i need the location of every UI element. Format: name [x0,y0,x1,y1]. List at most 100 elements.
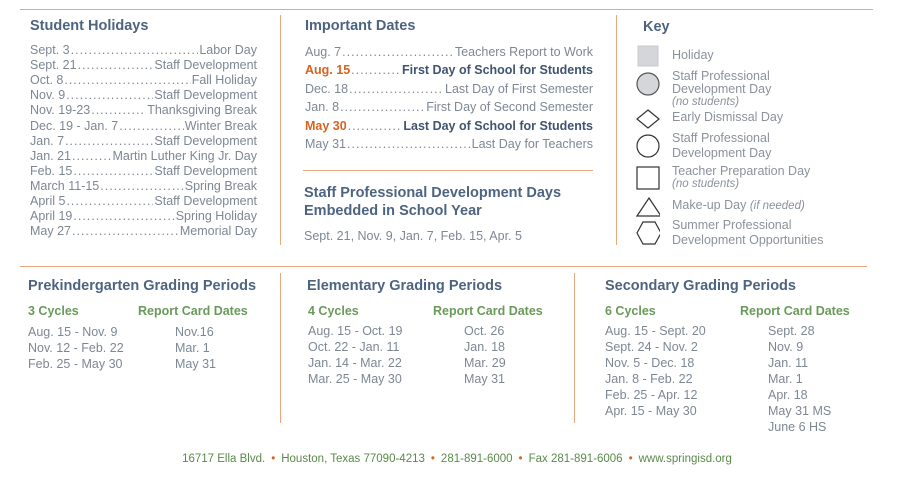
row-date: Jan. 21 [30,148,72,163]
prek-rc-header: Report Card Dates [138,304,248,318]
divider-top-1 [280,15,281,245]
key-teacher-prep: Teacher Preparation Day (no students) [636,165,810,191]
square-icon [636,166,660,190]
sec-period: Apr. 15 - May 30 [605,404,697,418]
date-row: Jan. 21 Martin Luther King Jr. Day [30,149,257,163]
triangle-icon [636,195,660,219]
bullet-icon: • [518,453,523,465]
row-date: April 5 [30,194,66,208]
key-teacher-prep-label: Teacher Preparation Day [672,164,811,178]
key-staff-dev-sub: (no students) [672,96,740,108]
key-staff-dev-no-students: Staff Professional Development Day (no s… [636,70,771,109]
row-event: Winter Break [184,118,257,133]
dot-leader [351,63,401,77]
dot-leader [348,119,403,133]
gray-circle-icon [636,72,660,96]
sec-report-date: Sept. 28 [768,324,815,338]
row-date: Jan. 8 [305,100,340,115]
embedded-title-line2: Embedded in School Year [304,203,482,219]
key-early-dismissal: Early Dismissal Day [636,107,783,131]
sec-period: Feb. 25 - Apr. 12 [605,388,698,402]
row-event: First Day of School for Students [402,63,593,78]
elem-period: Jan. 14 - Mar. 22 [308,356,402,370]
divider-bottom-2 [574,273,575,423]
important-dates-title: Important Dates [305,18,416,34]
bullet-icon: • [430,453,435,465]
row-date: Dec. 19 - Jan. 7 [30,118,119,133]
diamond-icon [636,107,660,131]
key-early-dismissal-label: Early Dismissal Day [672,110,784,124]
sec-title: Secondary Grading Periods [605,278,796,294]
date-row: Aug. 7 Teachers Report to Work [305,45,593,59]
prek-period: Feb. 25 - May 30 [28,357,123,371]
gray-square-icon [636,44,660,68]
date-row: Sept. 3 Labor Day [30,43,257,57]
row-event: Last Day of First Semester [445,81,593,96]
elem-report-date: Jan. 18 [464,340,506,354]
footer-website[interactable]: www.springisd.org [638,453,732,465]
dot-leader [65,134,153,148]
sec-cycles: 6 Cycles [605,304,656,318]
row-event: Spring Break [184,178,257,193]
date-row: April 19 Spring Holiday [30,209,257,223]
elem-report-date: Mar. 29 [464,356,506,370]
divider-top-2 [616,15,617,245]
date-row: May 31 Last Day for Teachers [305,137,593,151]
circle-icon [636,134,660,158]
sec-period: Jan. 8 - Feb. 22 [605,372,693,386]
footer-phone: 281-891-6000 [440,453,513,465]
row-event: Thanksgiving Break [147,103,257,118]
date-row: March 11-15 Spring Break [30,179,257,193]
date-row: Feb. 15 Staff Development [30,164,257,178]
row-date: April 19 [30,209,73,224]
row-event: Spring Holiday [175,209,257,224]
dot-leader [347,137,471,151]
prek-period: Nov. 12 - Feb. 22 [28,341,124,355]
sec-period: Aug. 15 - Sept. 20 [605,324,706,338]
prek-period: Aug. 15 - Nov. 9 [28,325,118,339]
row-event: Teachers Report to Work [454,45,593,59]
row-event: Staff Development [154,58,257,73]
elem-cycles: 4 Cycles [308,304,359,318]
sec-report-date: Apr. 18 [768,388,808,402]
dot-leader [91,103,146,117]
dot-leader [342,45,454,59]
row-date: Sept. 21 [30,58,77,73]
student-holidays-title: Student Holidays [30,18,149,34]
date-row: Jan. 8 First Day of Second Semester [305,100,593,114]
key-holiday-label: Holiday [672,48,714,62]
footer-address: 16717 Ella Blvd. [182,453,266,465]
row-date: March 11-15 [30,178,100,193]
top-rule [20,9,873,10]
important-rule [303,170,593,171]
dot-leader [72,149,111,163]
row-event: Staff Development [154,163,257,178]
hexagon-icon [636,221,660,245]
footer-fax: Fax 281-891-6006 [528,453,623,465]
row-event: Staff Development [154,88,257,103]
prek-report-date: May 31 [175,357,216,371]
row-event: Last Day of School for Students [403,118,593,133]
sec-report-date: Nov. 9 [768,340,804,354]
elem-title: Elementary Grading Periods [307,278,503,294]
elem-period: Aug. 15 - Oct. 19 [308,324,403,338]
dot-leader [78,58,154,72]
sec-rc-header: Report Card Dates [740,304,850,318]
elem-period: Mar. 25 - May 30 [308,372,402,386]
elem-report-date: May 31 [464,372,505,386]
date-row: Jan. 7 Staff Development [30,134,257,148]
key-makeup-day: Make-up Day (if needed) [636,195,805,219]
key-holiday: Holiday [636,44,714,68]
embedded-dates: Sept. 21, Nov. 9, Jan. 7, Feb. 15, Apr. … [304,229,522,243]
row-date: May 30 [305,118,347,133]
key-staff-dev2-line2: Development Day [672,146,772,160]
prek-cycles: 3 Cycles [28,304,79,318]
elem-period: Oct. 22 - Jan. 11 [308,340,400,354]
row-event: Labor Day [199,43,257,57]
dot-leader [66,194,153,208]
sec-report-date: May 31 MS [768,404,832,418]
key-staff-dev-line1: Staff Professional [672,69,770,83]
row-date: Nov. 9 [30,88,66,103]
key-staff-dev2-line1: Staff Professional [672,131,770,145]
footer-city: Houston, Texas 77090-4213 [281,453,425,465]
